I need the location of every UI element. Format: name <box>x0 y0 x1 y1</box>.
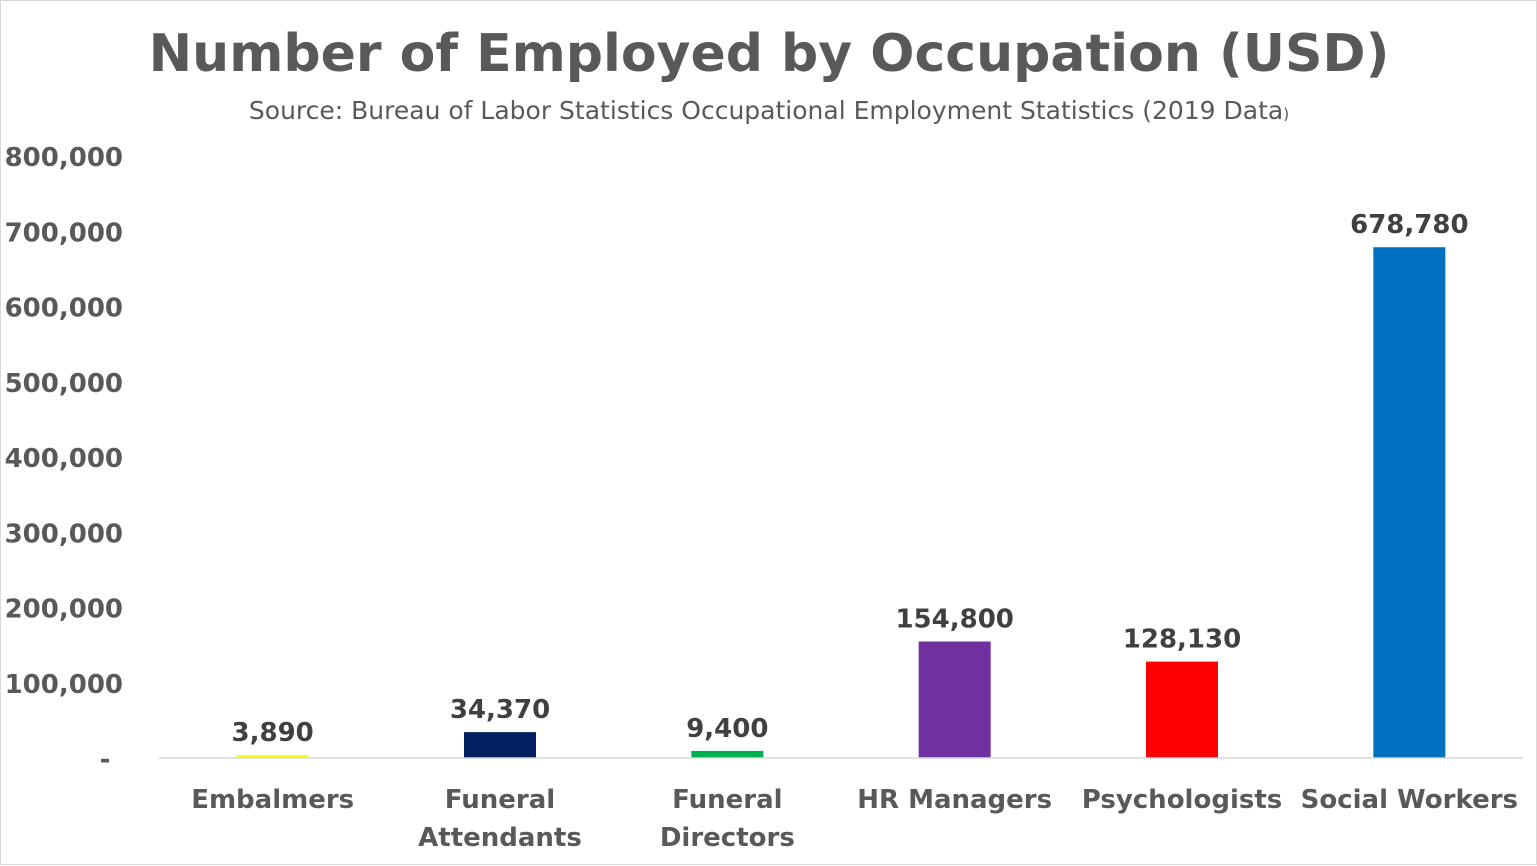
x-tick-label-line: Social Workers <box>1301 785 1518 815</box>
bar <box>236 755 309 758</box>
x-tick-label: Embalmers <box>191 785 354 815</box>
chart-title: Number of Employed by Occupation (USD) <box>149 24 1390 84</box>
data-label: 678,780 <box>1350 210 1468 240</box>
y-tick-label: 300,000 <box>5 519 123 549</box>
data-label: 9,400 <box>686 714 768 744</box>
data-label: 154,800 <box>895 605 1013 635</box>
x-tick-label-line: HR Managers <box>857 785 1052 815</box>
x-tick-label: Funeral Directors <box>660 785 795 853</box>
x-tick-label: Social Workers <box>1301 785 1518 815</box>
y-tick-label: 800,000 <box>5 143 123 173</box>
bar <box>918 641 991 758</box>
bar <box>464 732 536 758</box>
data-label: 3,890 <box>232 718 314 748</box>
bars <box>236 247 1446 758</box>
data-label: 34,370 <box>450 695 550 725</box>
y-tick-label: 100,000 <box>5 670 123 700</box>
chart-subtitle-tail: ) <box>1283 105 1289 123</box>
x-tick-label: Funeral Attendants <box>418 785 582 853</box>
x-axis: Embalmers Funeral Attendants Funeral Directo… <box>159 757 1523 853</box>
x-tick-label-line: Funeral <box>445 785 555 815</box>
bar <box>691 750 764 758</box>
bar <box>1146 661 1218 758</box>
x-tick-label-line: Directors <box>660 823 795 853</box>
y-axis: - 100,000 200,000 300,000 400,000 500,000 600,… <box>5 143 123 775</box>
chart-subtitle: Source: Bureau of Labor Statistics Occup… <box>249 96 1289 125</box>
y-tick-label: 600,000 <box>5 294 123 324</box>
data-label: 128,130 <box>1123 625 1241 655</box>
x-tick-label-line: Attendants <box>418 823 582 853</box>
x-tick-label: Psychologists <box>1082 785 1282 815</box>
chart-subtitle-main: Source: Bureau of Labor Statistics Occup… <box>249 96 1283 125</box>
x-tick-label: HR Managers <box>857 785 1052 815</box>
y-tick-label: 500,000 <box>5 369 123 399</box>
data-labels: 3,890 34,370 9,400 154,800 128,130 678,780 <box>232 210 1469 748</box>
y-tick-label: 400,000 <box>5 444 123 474</box>
y-tick-label: - <box>100 745 111 775</box>
x-tick-label-line: Psychologists <box>1082 785 1282 815</box>
x-tick-label-line: Embalmers <box>191 785 354 815</box>
y-tick-label: 700,000 <box>5 218 123 248</box>
bar <box>1373 247 1446 758</box>
y-tick-label: 200,000 <box>5 595 123 625</box>
x-tick-label-line: Funeral <box>672 785 782 815</box>
